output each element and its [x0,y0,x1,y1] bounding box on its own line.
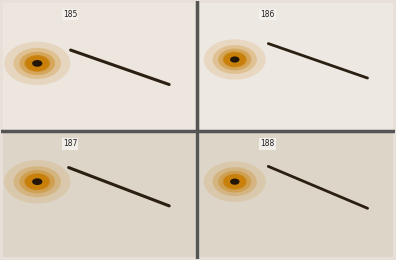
Bar [3,131,195,257]
Circle shape [32,60,42,67]
Circle shape [224,52,246,67]
Circle shape [25,56,49,71]
Text: 186: 186 [261,10,275,19]
Circle shape [213,45,257,74]
Circle shape [223,174,247,190]
Text: 188: 188 [261,139,275,148]
Circle shape [204,161,266,202]
Circle shape [230,56,240,63]
Circle shape [13,48,61,79]
Text: 187: 187 [63,139,77,148]
Circle shape [32,178,42,185]
Circle shape [204,39,266,80]
Text: 185: 185 [63,10,77,19]
Circle shape [213,167,257,196]
Circle shape [223,51,247,68]
Circle shape [25,174,49,190]
Circle shape [230,179,240,185]
Circle shape [4,42,70,85]
Bar [3,3,195,130]
Circle shape [218,171,251,193]
Circle shape [13,166,61,197]
Bar [200,3,393,130]
Bar [200,131,393,257]
Circle shape [19,170,55,193]
Circle shape [4,160,70,203]
Circle shape [218,49,251,70]
Circle shape [24,173,50,190]
Circle shape [224,174,246,189]
Circle shape [19,52,55,75]
Circle shape [24,55,50,72]
